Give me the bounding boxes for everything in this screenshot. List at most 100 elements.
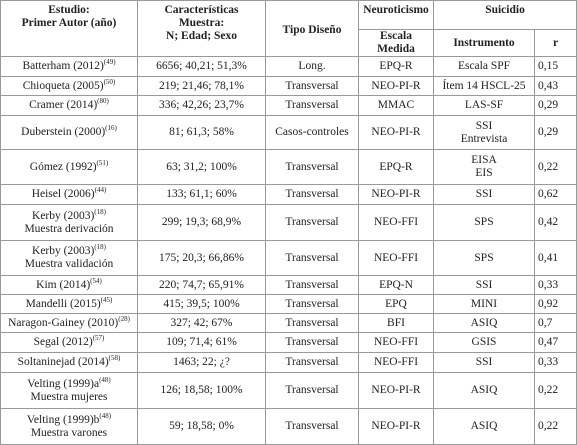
instrument: MINI — [470, 297, 498, 310]
reference: (45) — [100, 295, 113, 304]
scale: NEO-FFI — [358, 204, 434, 241]
sample: 63; 31,2; 100% — [137, 149, 266, 185]
instrument-cell: SSI — [433, 352, 535, 373]
scale: NEO-FFI — [358, 352, 434, 373]
study: Kerby (2003) — [32, 209, 95, 222]
study-cell: Cramer (2014)(80) — [0, 95, 138, 116]
r-value: 0,47 — [533, 332, 577, 353]
header-line: N; Edad; Sexo — [166, 30, 237, 42]
reference: (18) — [94, 207, 106, 216]
row: Kerby (2003)(18) Muestra derivación 299; 1… — [0, 204, 577, 241]
design: Transversal — [265, 313, 359, 333]
r-value: 0,7 — [533, 313, 577, 333]
study: Velting (1999)a — [27, 377, 100, 390]
sample: 6656; 40,21; 51,3% — [137, 56, 266, 77]
row: Batterham (2012)(49) 6656; 40,21; 51,3% Lo… — [0, 56, 577, 77]
study: Naragon-Gainey (2010) — [8, 316, 119, 329]
design: Transversal — [265, 408, 359, 445]
sample: 175; 20,3; 66,86% — [137, 240, 266, 276]
r-value: 0,29 — [533, 115, 577, 150]
design: Transversal — [265, 76, 359, 96]
r-value: 0,22 — [533, 372, 577, 409]
sample: 220; 74,7; 65,91% — [137, 275, 266, 295]
instrument-cell: SSI — [433, 184, 535, 205]
row: Gómez (1992)(51) 63; 31,2; 100% Transversa… — [0, 149, 577, 185]
r-value: 0,22 — [533, 408, 577, 445]
sample: 81; 61,3; 58% — [137, 115, 266, 150]
scale: NEO-FFI — [358, 240, 434, 276]
reference: (58) — [108, 354, 121, 363]
sample-note: Muestra mujeres — [30, 390, 108, 403]
row: Naragon-Gainey (2010)(28) 327; 42; 67% Tra… — [0, 313, 577, 333]
sample: 133; 61,1; 60% — [137, 184, 266, 205]
study-cell: Soltaninejad (2014)(58) — [0, 352, 138, 373]
instrument: LAS-SF — [464, 99, 504, 111]
design: Transversal — [265, 240, 359, 276]
r-value: 0,41 — [533, 240, 577, 276]
study: Chioqueta (2005) — [22, 79, 104, 92]
r-value: 0,92 — [533, 294, 577, 314]
scale: BFI — [358, 313, 434, 333]
sample: 126; 18,58; 100% — [137, 372, 266, 409]
r-value: 0,22 — [533, 149, 577, 185]
header-scale: Escala Medida — [358, 29, 434, 57]
header-line: Características — [164, 4, 239, 16]
instrument-cell: Ítem 14 HSCL-25 — [433, 76, 535, 96]
row: Chioqueta (2005)(50) 219; 21,46; 78,1% Tra… — [0, 76, 577, 96]
sample: 415; 39,5; 100% — [137, 294, 266, 314]
instrument-cell: SSI — [433, 275, 535, 295]
instrument: Entrevista — [460, 132, 508, 145]
design: Transversal — [265, 204, 359, 241]
study: Kim (2014) — [36, 278, 91, 291]
header-study: Estudio: Primer Autor (año) — [0, 0, 138, 57]
header-line: Estudio: — [48, 4, 90, 16]
r-value: 0,15 — [533, 56, 577, 77]
row: Heisel (2006)(44) 133; 61,1; 60% Transvers… — [0, 184, 577, 205]
sample: 1463; 22; ¿? — [137, 352, 266, 373]
design: Transversal — [265, 372, 359, 409]
instrument-cell: ASIQ — [433, 313, 535, 333]
instrument-cell: LAS-SF — [433, 95, 535, 116]
row: Segal (2012)(57) 109; 71,4; 61% Transversa… — [0, 332, 577, 353]
reference: (28) — [118, 314, 130, 323]
scale: NEO-PI-R — [358, 184, 434, 205]
instrument: EIS — [475, 167, 493, 179]
instrument-cell: ASIQ — [433, 372, 535, 409]
study-cell: Kerby (2003)(18) Muestra validación — [0, 240, 138, 276]
reference: (49) — [103, 58, 116, 67]
instrument: SSI — [475, 119, 493, 132]
study-cell: Chioqueta (2005)(50) — [0, 76, 138, 96]
header-suicide: Suicidio — [432, 0, 577, 30]
study-cell: Kim (2014)(54) — [0, 275, 138, 295]
r-value: 0,62 — [533, 184, 577, 205]
reference: (80) — [97, 97, 109, 106]
instrument: GSIS — [471, 336, 497, 348]
study: Gómez (1992) — [29, 160, 97, 173]
scale: EPQ-N — [358, 275, 434, 295]
study: Segal (2012) — [33, 336, 93, 348]
instrument-cell: Escala SPF — [433, 56, 535, 77]
design: Transversal — [265, 352, 359, 373]
design: Transversal — [265, 332, 359, 353]
instrument: SSI — [475, 188, 493, 200]
reference: (57) — [92, 334, 105, 343]
study-cell: Heisel (2006)(44) — [0, 184, 138, 205]
instrument: SSI — [475, 356, 493, 368]
instrument: Ítem 14 HSCL-25 — [442, 79, 526, 92]
reference: (51) — [96, 158, 109, 167]
scale: EPQ — [358, 294, 434, 314]
row: Velting (1999)b(48) Muestra varones 59; 18… — [0, 408, 577, 445]
instrument-cell: EISA EIS — [433, 149, 535, 185]
study-cell: Segal (2012)(57) — [0, 332, 138, 353]
r-value: 0,43 — [533, 76, 577, 96]
study-cell: Velting (1999)b(48) Muestra varones — [0, 408, 138, 445]
scale: MMAC — [358, 95, 434, 116]
scale: EPQ-R — [358, 149, 434, 185]
study: Cramer (2014) — [29, 99, 98, 111]
design: Transversal — [265, 184, 359, 205]
study-cell: Mandelli (2015)(45) — [0, 294, 138, 314]
study-cell: Kerby (2003)(18) Muestra derivación — [0, 204, 138, 241]
reference: (44) — [94, 186, 107, 195]
header-design: Tipo Diseño — [265, 0, 359, 57]
scale: NEO-FFI — [358, 332, 434, 353]
